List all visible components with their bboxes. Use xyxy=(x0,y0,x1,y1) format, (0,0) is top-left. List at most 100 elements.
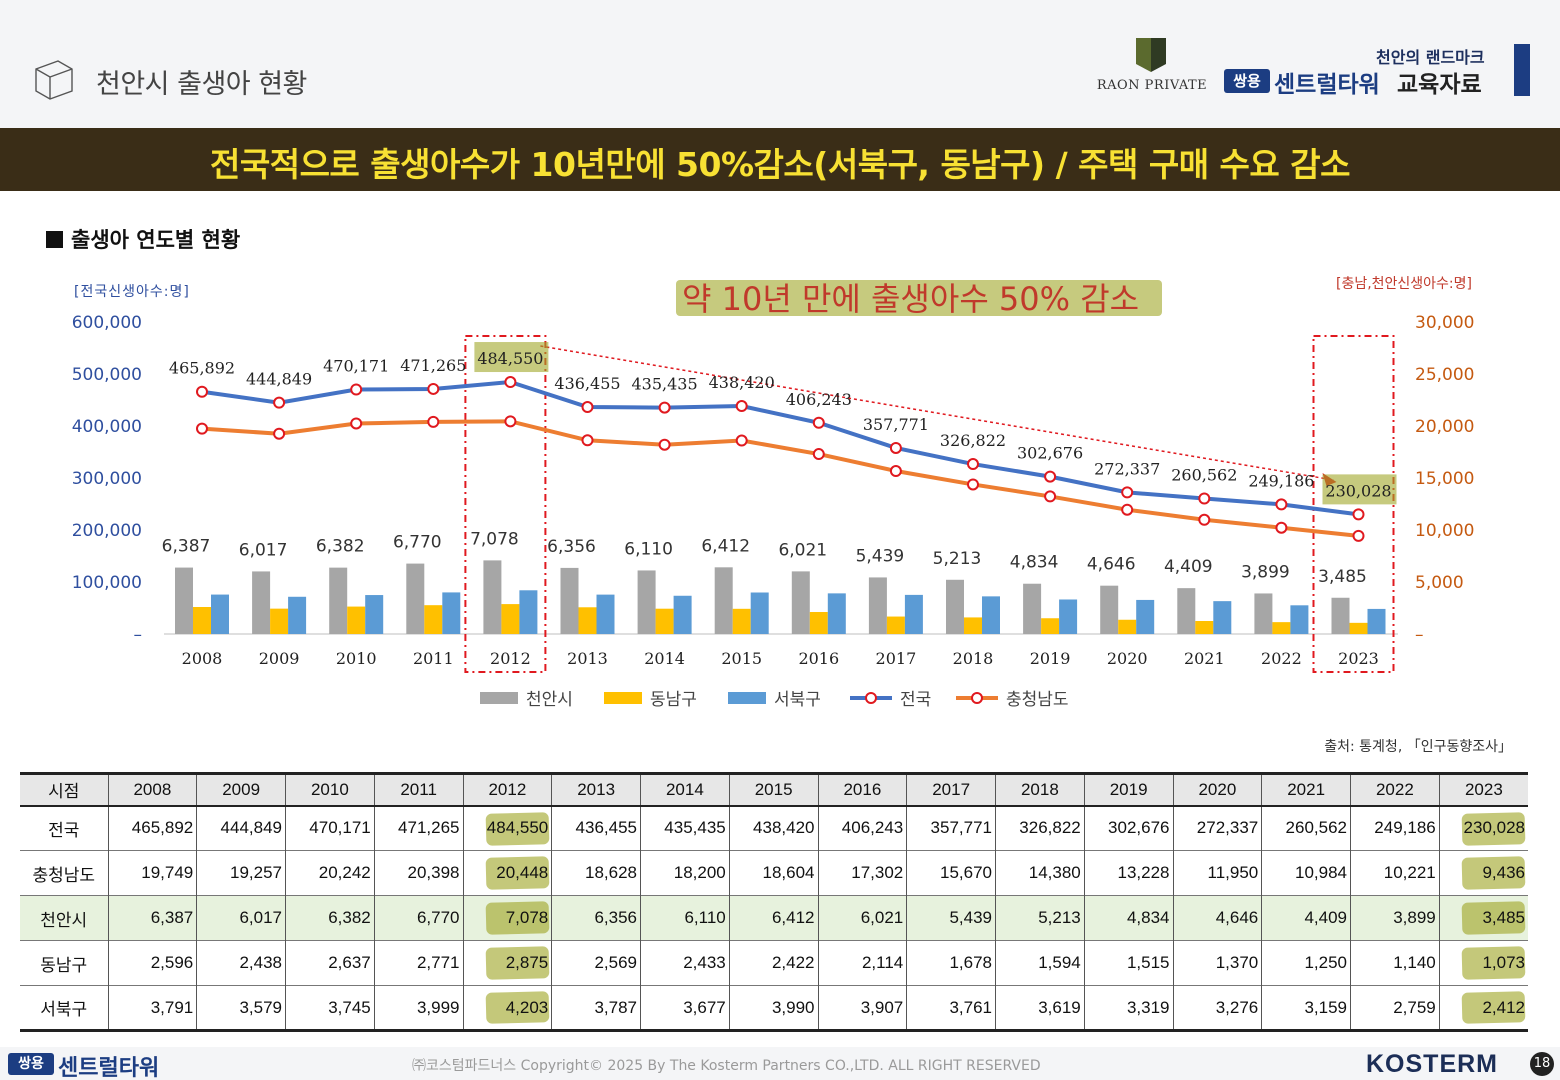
line-value-label: 249,186 xyxy=(1248,471,1314,490)
line-point xyxy=(1275,498,1288,511)
table-cell-value: 18,628 xyxy=(585,863,637,882)
line-point xyxy=(504,415,517,428)
table-cell: 19,257 xyxy=(196,850,286,896)
bar xyxy=(714,567,733,634)
table-cell: 260,562 xyxy=(1261,805,1351,851)
x-tick-label: 2015 xyxy=(721,649,762,668)
bar xyxy=(750,592,769,634)
table-cell: 3,159 xyxy=(1261,985,1351,1031)
line-point xyxy=(1352,529,1365,542)
bar xyxy=(270,608,289,634)
right-tick-label: 20,000 xyxy=(1415,417,1474,437)
x-tick-label: 2008 xyxy=(182,649,223,668)
table-cell: 20,398 xyxy=(373,850,463,896)
table-cell: 4,409 xyxy=(1261,895,1351,941)
table-cell: 3,990 xyxy=(728,985,818,1031)
bar xyxy=(791,571,810,634)
line-value-label: 471,265 xyxy=(400,356,466,375)
table-cell-value: 438,420 xyxy=(753,818,815,838)
table-cell: 2,875 xyxy=(462,940,552,986)
table-cell: 3,907 xyxy=(817,985,907,1031)
x-tick-label: 2010 xyxy=(336,649,377,668)
table-cell: 1,073 xyxy=(1438,940,1528,986)
table-cell: 6,387 xyxy=(107,895,197,941)
table-cell: 9,436 xyxy=(1438,850,1528,896)
table-header-year: 2009 xyxy=(196,772,286,807)
table-cell: 4,834 xyxy=(1083,895,1173,941)
table-cell: 2,569 xyxy=(551,940,641,986)
table-cell: 3,619 xyxy=(995,985,1085,1031)
line-point xyxy=(735,400,748,413)
bar xyxy=(1290,605,1309,634)
table-cell-value: 326,822 xyxy=(1019,818,1081,838)
table-row: 충청남도 19,749 19,257 20,242 20,398 20,448 18,628… xyxy=(20,850,1528,896)
table-cell: 249,186 xyxy=(1350,805,1440,851)
bar xyxy=(1118,619,1137,634)
table-cell-value: 471,265 xyxy=(398,818,460,838)
x-tick-label: 2022 xyxy=(1261,649,1302,668)
table-cell: 6,356 xyxy=(551,895,641,941)
line-point xyxy=(350,383,363,396)
copyright-text: ㈜코스텀파드너스 Copyright© 2025 By The Kosterm … xyxy=(412,1058,1041,1074)
x-tick-label: 2017 xyxy=(876,649,917,668)
bar xyxy=(946,579,964,634)
right-axis-label: [충남,천안신생아수:명] xyxy=(1336,276,1472,292)
left-tick-label: 300,000 xyxy=(72,469,142,489)
table-cell: 7,078 xyxy=(462,895,552,941)
table-cell: 302,676 xyxy=(1083,805,1173,851)
table-cell: 3,899 xyxy=(1350,895,1440,941)
table-cell: 3,319 xyxy=(1083,985,1173,1031)
bar-value-label: 4,409 xyxy=(1164,557,1213,577)
table-cell-value: 1,073 xyxy=(1482,953,1525,972)
table-cell-value: 6,412 xyxy=(771,908,815,927)
legend-swatch xyxy=(604,692,642,704)
table-cell-value: 3,990 xyxy=(771,997,815,1017)
table-cell: 11,950 xyxy=(1172,850,1262,896)
legend-marker xyxy=(865,692,877,704)
table-header-year: 2013 xyxy=(551,772,641,807)
legend-label: 전국 xyxy=(900,690,931,710)
table-cell-value: 6,770 xyxy=(416,908,460,927)
bar-value-label: 6,021 xyxy=(778,540,827,560)
table-cell-value: 2,569 xyxy=(594,953,637,972)
table-cell-value: 3,907 xyxy=(860,997,904,1017)
table-cell: 5,213 xyxy=(995,895,1085,941)
table-cell: 20,448 xyxy=(462,850,552,896)
table-cell: 3,999 xyxy=(373,985,463,1031)
x-tick-label: 2012 xyxy=(490,649,531,668)
bar xyxy=(886,616,905,634)
bar-value-label: 6,110 xyxy=(624,539,673,559)
bar-value-label: 3,899 xyxy=(1241,562,1290,582)
table-cell-value: 6,110 xyxy=(684,908,726,927)
kosterm-logo: KOSTERM xyxy=(1366,1050,1498,1078)
bar-value-label: 6,017 xyxy=(239,540,288,560)
line-point xyxy=(812,448,825,461)
table-row-label: 동남구 xyxy=(40,955,88,975)
legend-label: 천안시 xyxy=(526,690,573,710)
line-value-label: 272,337 xyxy=(1094,459,1160,478)
bar xyxy=(578,607,597,634)
table-cell-value: 3,319 xyxy=(1126,997,1170,1017)
table-cell: 484,550 xyxy=(462,805,552,851)
bar xyxy=(1367,608,1386,634)
bar xyxy=(288,596,307,634)
table-cell-value: 11,950 xyxy=(1207,863,1259,882)
table-cell-value: 3,619 xyxy=(1038,997,1081,1017)
annotation-text: 약 10년 만에 출생아수 50% 감소 xyxy=(682,280,1139,318)
table-cell-value: 484,550 xyxy=(486,818,549,838)
table-cell: 465,892 xyxy=(107,805,197,851)
x-tick-label: 2009 xyxy=(259,649,300,668)
table-cell-value: 3,745 xyxy=(328,997,371,1017)
bar xyxy=(560,567,579,634)
table-cell-value: 357,771 xyxy=(930,818,992,838)
table-cell-value: 2,433 xyxy=(683,953,726,972)
table-cell: 15,670 xyxy=(906,850,996,896)
table-cell-value: 435,435 xyxy=(664,818,726,838)
left-axis-label: [전국신생아수:명] xyxy=(74,284,190,300)
bar-value-label: 6,770 xyxy=(393,533,442,553)
x-tick-label: 2019 xyxy=(1030,649,1071,668)
bar-value-label: 4,834 xyxy=(1010,553,1059,573)
table-header-year: 2010 xyxy=(285,772,375,807)
x-tick-label: 2023 xyxy=(1338,649,1379,668)
cube-icon xyxy=(35,60,73,100)
